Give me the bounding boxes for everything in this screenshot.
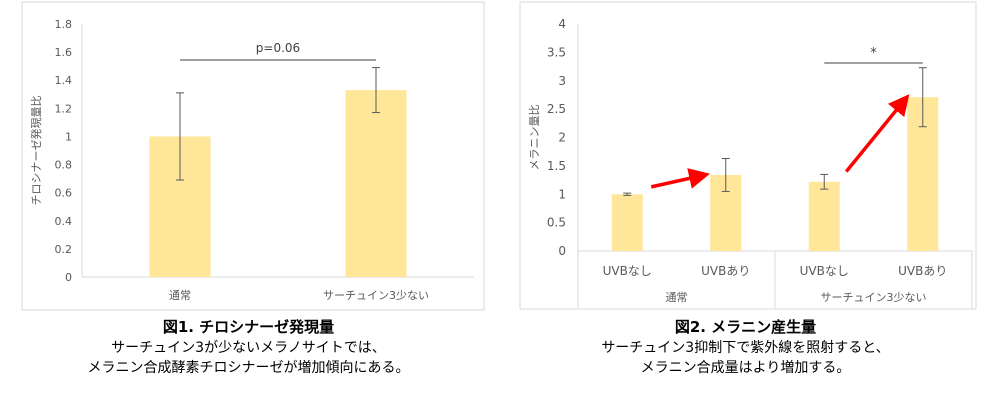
x-tick-label: UVBなし <box>603 264 652 278</box>
y-tick-label: 1.6 <box>55 46 73 59</box>
bar <box>611 194 643 251</box>
figure-1-caption-line-1: サーチュイン3が少ないメラノサイトでは、 <box>111 340 386 356</box>
figure-2-caption-line-1: サーチュイン3抑制下で紫外線を照射すると、 <box>601 340 890 356</box>
y-tick-label: 0.8 <box>55 159 73 172</box>
y-axis-title: メラニン量比 <box>528 105 541 171</box>
y-tick-label: 1.2 <box>55 102 73 115</box>
figure-2: 0 0.5 1 1.5 2 2.5 3 3.5 4 メラニン量比 UVBなし UVBあり UVBなし UV… <box>497 0 994 400</box>
chart-border <box>519 1 977 310</box>
x-tick-label: UVBあり <box>701 264 750 278</box>
figure-1: 0 0.2 0.4 0.6 0.8 1 1.2 1.4 1.6 1.8 チロシナーゼ発現量比 通常 サー… <box>21 1 485 376</box>
x-tick-label: サーチュイン3少ない <box>323 289 429 302</box>
y-tick-label: 1.5 <box>547 159 566 173</box>
significance-label: p=0.06 <box>256 41 300 55</box>
chart-border <box>21 1 485 311</box>
significance-label: * <box>870 46 877 61</box>
x-tick-label: UVBなし <box>800 264 849 278</box>
y-tick-label: 1.4 <box>55 74 73 87</box>
figure-1-caption-line-2: メラニン合成酵素チロシナーゼが増加傾向にある。 <box>87 360 410 376</box>
figure-1-title: 図1. チロシナーゼ発現量 <box>162 318 335 336</box>
y-tick-label: 1 <box>558 187 566 201</box>
bar <box>345 90 407 277</box>
x-tick-label: 通常 <box>169 289 191 302</box>
y-tick-label: 0.4 <box>55 215 73 228</box>
y-tick-label: 2.5 <box>547 102 566 116</box>
y-tick-label: 0.2 <box>55 243 73 256</box>
y-tick-label: 0.5 <box>547 216 566 230</box>
y-tick-label: 4 <box>558 17 566 31</box>
x-tick-label: UVBあり <box>898 264 947 278</box>
chart-melanin: 0 0.5 1 1.5 2 2.5 3 3.5 4 メラニン量比 UVBなし UVBあり UVBなし UV… <box>519 1 977 310</box>
y-tick-label: 2 <box>558 131 566 145</box>
y-tick-label: 1.8 <box>55 18 73 31</box>
trend-arrow <box>844 94 910 173</box>
group-label: 通常 <box>666 291 688 304</box>
y-tick-label: 0.6 <box>55 187 73 200</box>
figure-2-caption-line-2: メラニン合成量はより増加する。 <box>640 360 851 376</box>
y-tick-label: 3.5 <box>547 45 566 59</box>
y-axis-title: チロシナーゼ発現量比 <box>29 96 43 206</box>
trend-arrow <box>650 168 710 189</box>
y-tick-label: 1 <box>65 130 72 143</box>
bar <box>808 181 840 251</box>
group-label: サーチュイン3少ない <box>821 291 927 304</box>
y-tick-label: 0 <box>65 271 72 284</box>
figure-2-title: 図2. メラニン産生量 <box>674 318 817 336</box>
y-tick-label: 0 <box>558 244 566 258</box>
y-tick-label: 3 <box>558 74 566 88</box>
